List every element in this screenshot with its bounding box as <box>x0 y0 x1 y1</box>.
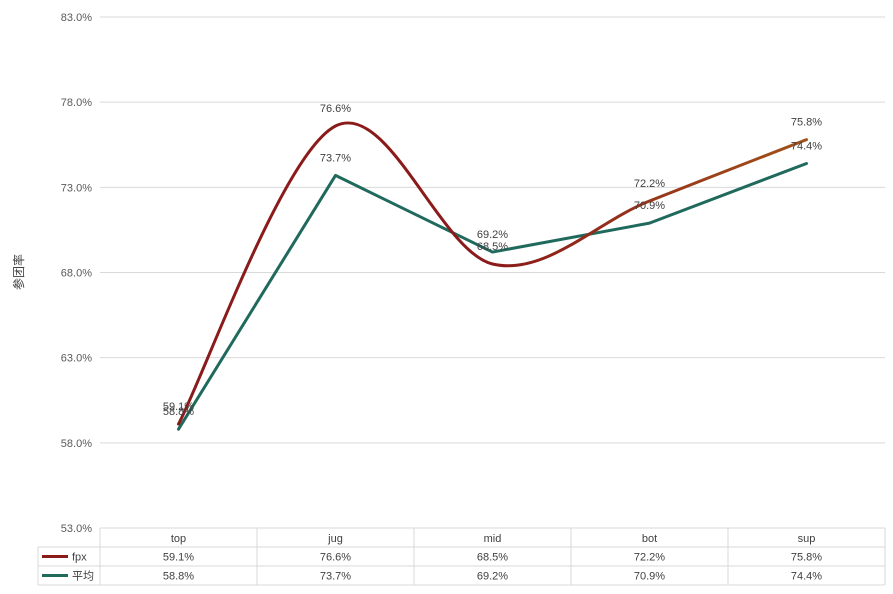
series-lines <box>177 121 808 431</box>
y-tick-label: 83.0% <box>61 12 92 24</box>
table-cell: 75.8% <box>791 552 822 564</box>
data-label-fpx: 76.6% <box>320 103 351 115</box>
table-cell: 72.2% <box>634 552 665 564</box>
data-label-fpx: 72.2% <box>634 178 665 190</box>
category-label: sup <box>798 533 816 545</box>
y-tick-label: 53.0% <box>61 523 92 535</box>
data-label-fpx: 75.8% <box>791 117 822 129</box>
table-cell: 74.4% <box>791 571 822 583</box>
data-label-avg: 69.2% <box>477 229 508 241</box>
series-line-fpx <box>177 121 808 426</box>
series-line-avg <box>177 161 808 431</box>
data-label-fpx: 59.1% <box>163 401 194 413</box>
y-axis-label: 参团率 <box>11 254 26 290</box>
y-tick-label: 73.0% <box>61 182 92 194</box>
data-label-fpx: 68.5% <box>477 241 508 253</box>
y-tick-label: 78.0% <box>61 97 92 109</box>
table-cell: 76.6% <box>320 552 351 564</box>
y-tick-label: 58.0% <box>61 438 92 450</box>
y-tick-label: 63.0% <box>61 353 92 365</box>
table-cell: 68.5% <box>477 552 508 564</box>
legend-label: fpx <box>72 552 87 564</box>
table-cell: 73.7% <box>320 571 351 583</box>
category-label: jug <box>327 533 343 545</box>
category-label: mid <box>484 533 502 545</box>
data-label-avg: 74.4% <box>791 140 822 152</box>
category-label: top <box>171 533 186 545</box>
table-cell: 70.9% <box>634 571 665 583</box>
table-cell: 58.8% <box>163 571 194 583</box>
data-label-avg: 70.9% <box>634 200 665 212</box>
data-label-avg: 73.7% <box>320 152 351 164</box>
legend-label: 平均 <box>72 570 94 583</box>
y-axis-ticks: 53.0% 58.0% 63.0% 68.0% 73.0% 78.0% 83.0% <box>61 12 92 535</box>
data-table: top jug mid bot sup fpx 59.1% 76.6% 68.5% 72.2% 75… <box>37 527 886 586</box>
category-label: bot <box>642 533 657 545</box>
data-label-avg: 58.8% <box>163 406 194 418</box>
table-cell: 59.1% <box>163 552 194 564</box>
gridlines <box>100 16 885 444</box>
y-tick-label: 68.0% <box>61 268 92 280</box>
data-labels: 59.1% 76.6% 68.5% 72.2% 75.8% 58.8% 73.7% 69.2%… <box>163 103 822 418</box>
table-cell: 69.2% <box>477 571 508 583</box>
